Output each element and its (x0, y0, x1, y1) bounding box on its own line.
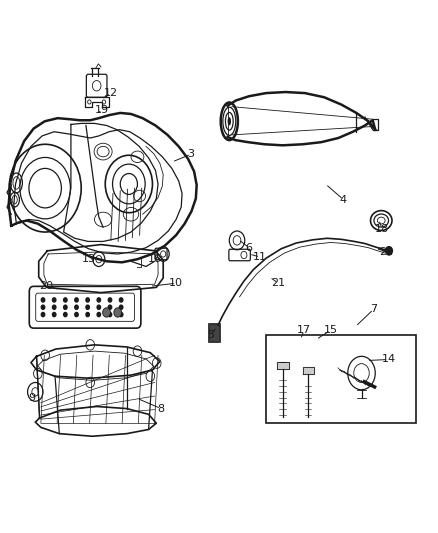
Text: 11: 11 (253, 252, 267, 262)
Circle shape (86, 312, 89, 317)
Circle shape (108, 298, 112, 302)
Text: 15: 15 (324, 325, 338, 335)
Text: 21: 21 (271, 278, 285, 288)
Circle shape (41, 312, 45, 317)
Text: 14: 14 (381, 354, 396, 365)
Circle shape (64, 312, 67, 317)
Text: 17: 17 (297, 325, 311, 335)
Text: 10: 10 (169, 278, 183, 288)
Polygon shape (303, 367, 314, 374)
Circle shape (75, 312, 78, 317)
Circle shape (114, 308, 122, 317)
Circle shape (97, 298, 101, 302)
Bar (208, 324, 219, 341)
Polygon shape (276, 361, 289, 369)
Text: 7: 7 (370, 304, 377, 314)
Bar (208, 323, 220, 342)
Circle shape (102, 308, 110, 317)
Circle shape (120, 312, 123, 317)
Circle shape (97, 305, 101, 309)
Text: 20: 20 (39, 281, 53, 292)
Text: 4: 4 (340, 195, 347, 205)
Text: 8: 8 (158, 403, 165, 414)
Circle shape (64, 298, 67, 302)
Text: 18: 18 (375, 224, 389, 234)
Circle shape (120, 298, 123, 302)
Circle shape (120, 305, 123, 309)
Circle shape (41, 305, 45, 309)
Text: 22: 22 (379, 247, 393, 257)
Text: 12: 12 (104, 88, 118, 98)
Circle shape (64, 305, 67, 309)
Circle shape (86, 298, 89, 302)
Circle shape (75, 298, 78, 302)
Circle shape (53, 298, 56, 302)
Circle shape (53, 312, 56, 317)
Circle shape (108, 305, 112, 309)
Text: 13: 13 (81, 254, 95, 264)
Text: 6: 6 (246, 243, 253, 253)
Circle shape (97, 312, 101, 317)
Circle shape (75, 305, 78, 309)
Text: 5: 5 (207, 330, 214, 341)
Circle shape (108, 312, 112, 317)
Text: 16: 16 (148, 254, 162, 264)
Text: 19: 19 (95, 105, 110, 115)
Circle shape (41, 298, 45, 302)
Text: 9: 9 (29, 393, 36, 403)
Text: 3: 3 (187, 149, 194, 159)
Bar (266, 335, 416, 423)
Ellipse shape (228, 117, 231, 125)
Circle shape (385, 247, 392, 255)
Circle shape (53, 305, 56, 309)
Circle shape (86, 305, 89, 309)
